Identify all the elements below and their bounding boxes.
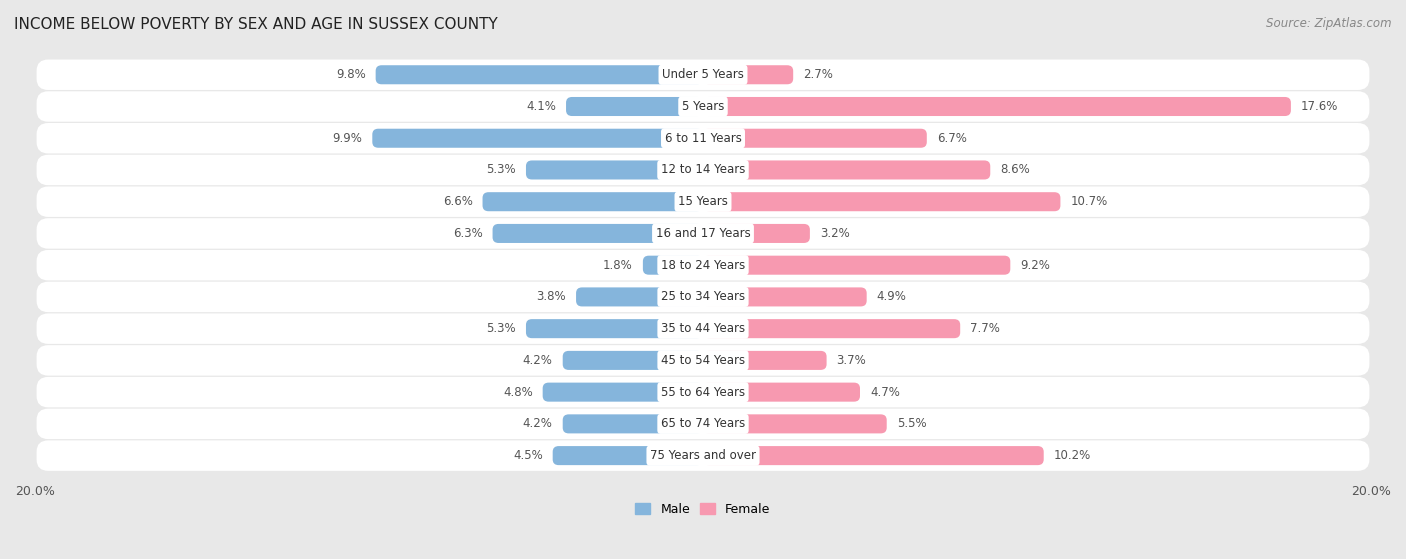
Text: 55 to 64 Years: 55 to 64 Years (661, 386, 745, 399)
Text: 6.7%: 6.7% (936, 132, 967, 145)
FancyBboxPatch shape (703, 224, 810, 243)
FancyBboxPatch shape (526, 160, 703, 179)
Text: 10.7%: 10.7% (1070, 195, 1108, 208)
Text: 5 Years: 5 Years (682, 100, 724, 113)
FancyBboxPatch shape (37, 155, 1369, 185)
Text: Source: ZipAtlas.com: Source: ZipAtlas.com (1267, 17, 1392, 30)
Text: 17.6%: 17.6% (1301, 100, 1339, 113)
Text: 5.3%: 5.3% (486, 322, 516, 335)
FancyBboxPatch shape (37, 59, 1369, 90)
Text: 6.3%: 6.3% (453, 227, 482, 240)
Text: 45 to 54 Years: 45 to 54 Years (661, 354, 745, 367)
Text: 4.1%: 4.1% (526, 100, 555, 113)
FancyBboxPatch shape (526, 319, 703, 338)
Text: 4.2%: 4.2% (523, 354, 553, 367)
FancyBboxPatch shape (543, 382, 703, 402)
FancyBboxPatch shape (562, 414, 703, 433)
Text: 1.8%: 1.8% (603, 259, 633, 272)
FancyBboxPatch shape (373, 129, 703, 148)
Text: 4.5%: 4.5% (513, 449, 543, 462)
FancyBboxPatch shape (703, 129, 927, 148)
Text: 9.9%: 9.9% (332, 132, 363, 145)
FancyBboxPatch shape (37, 345, 1369, 376)
FancyBboxPatch shape (703, 255, 1011, 274)
FancyBboxPatch shape (703, 446, 1043, 465)
FancyBboxPatch shape (643, 255, 703, 274)
Text: 4.9%: 4.9% (877, 291, 907, 304)
Text: 5.5%: 5.5% (897, 418, 927, 430)
Text: 6 to 11 Years: 6 to 11 Years (665, 132, 741, 145)
Text: 65 to 74 Years: 65 to 74 Years (661, 418, 745, 430)
FancyBboxPatch shape (37, 282, 1369, 312)
Text: 6.6%: 6.6% (443, 195, 472, 208)
Text: 9.8%: 9.8% (336, 68, 366, 81)
FancyBboxPatch shape (576, 287, 703, 306)
FancyBboxPatch shape (492, 224, 703, 243)
Text: 8.6%: 8.6% (1000, 163, 1031, 177)
FancyBboxPatch shape (703, 414, 887, 433)
Text: 10.2%: 10.2% (1053, 449, 1091, 462)
Text: INCOME BELOW POVERTY BY SEX AND AGE IN SUSSEX COUNTY: INCOME BELOW POVERTY BY SEX AND AGE IN S… (14, 17, 498, 32)
FancyBboxPatch shape (703, 160, 990, 179)
FancyBboxPatch shape (703, 351, 827, 370)
FancyBboxPatch shape (37, 123, 1369, 154)
Text: 25 to 34 Years: 25 to 34 Years (661, 291, 745, 304)
Text: 12 to 14 Years: 12 to 14 Years (661, 163, 745, 177)
FancyBboxPatch shape (37, 91, 1369, 122)
FancyBboxPatch shape (375, 65, 703, 84)
Text: 18 to 24 Years: 18 to 24 Years (661, 259, 745, 272)
FancyBboxPatch shape (703, 192, 1060, 211)
Text: 16 and 17 Years: 16 and 17 Years (655, 227, 751, 240)
Text: 9.2%: 9.2% (1021, 259, 1050, 272)
FancyBboxPatch shape (703, 97, 1291, 116)
Text: 5.3%: 5.3% (486, 163, 516, 177)
FancyBboxPatch shape (553, 446, 703, 465)
Text: 3.8%: 3.8% (537, 291, 567, 304)
FancyBboxPatch shape (703, 319, 960, 338)
FancyBboxPatch shape (37, 187, 1369, 217)
FancyBboxPatch shape (567, 97, 703, 116)
FancyBboxPatch shape (482, 192, 703, 211)
FancyBboxPatch shape (703, 65, 793, 84)
Text: 3.7%: 3.7% (837, 354, 866, 367)
FancyBboxPatch shape (703, 287, 866, 306)
Text: 35 to 44 Years: 35 to 44 Years (661, 322, 745, 335)
FancyBboxPatch shape (37, 377, 1369, 408)
FancyBboxPatch shape (703, 382, 860, 402)
Text: 3.2%: 3.2% (820, 227, 849, 240)
Text: 4.7%: 4.7% (870, 386, 900, 399)
Text: 4.2%: 4.2% (523, 418, 553, 430)
Text: Under 5 Years: Under 5 Years (662, 68, 744, 81)
Text: 15 Years: 15 Years (678, 195, 728, 208)
Legend: Male, Female: Male, Female (630, 498, 776, 520)
Text: 7.7%: 7.7% (970, 322, 1000, 335)
FancyBboxPatch shape (37, 440, 1369, 471)
Text: 4.8%: 4.8% (503, 386, 533, 399)
Text: 2.7%: 2.7% (803, 68, 834, 81)
FancyBboxPatch shape (37, 250, 1369, 281)
FancyBboxPatch shape (37, 314, 1369, 344)
Text: 75 Years and over: 75 Years and over (650, 449, 756, 462)
FancyBboxPatch shape (37, 218, 1369, 249)
FancyBboxPatch shape (37, 409, 1369, 439)
FancyBboxPatch shape (562, 351, 703, 370)
